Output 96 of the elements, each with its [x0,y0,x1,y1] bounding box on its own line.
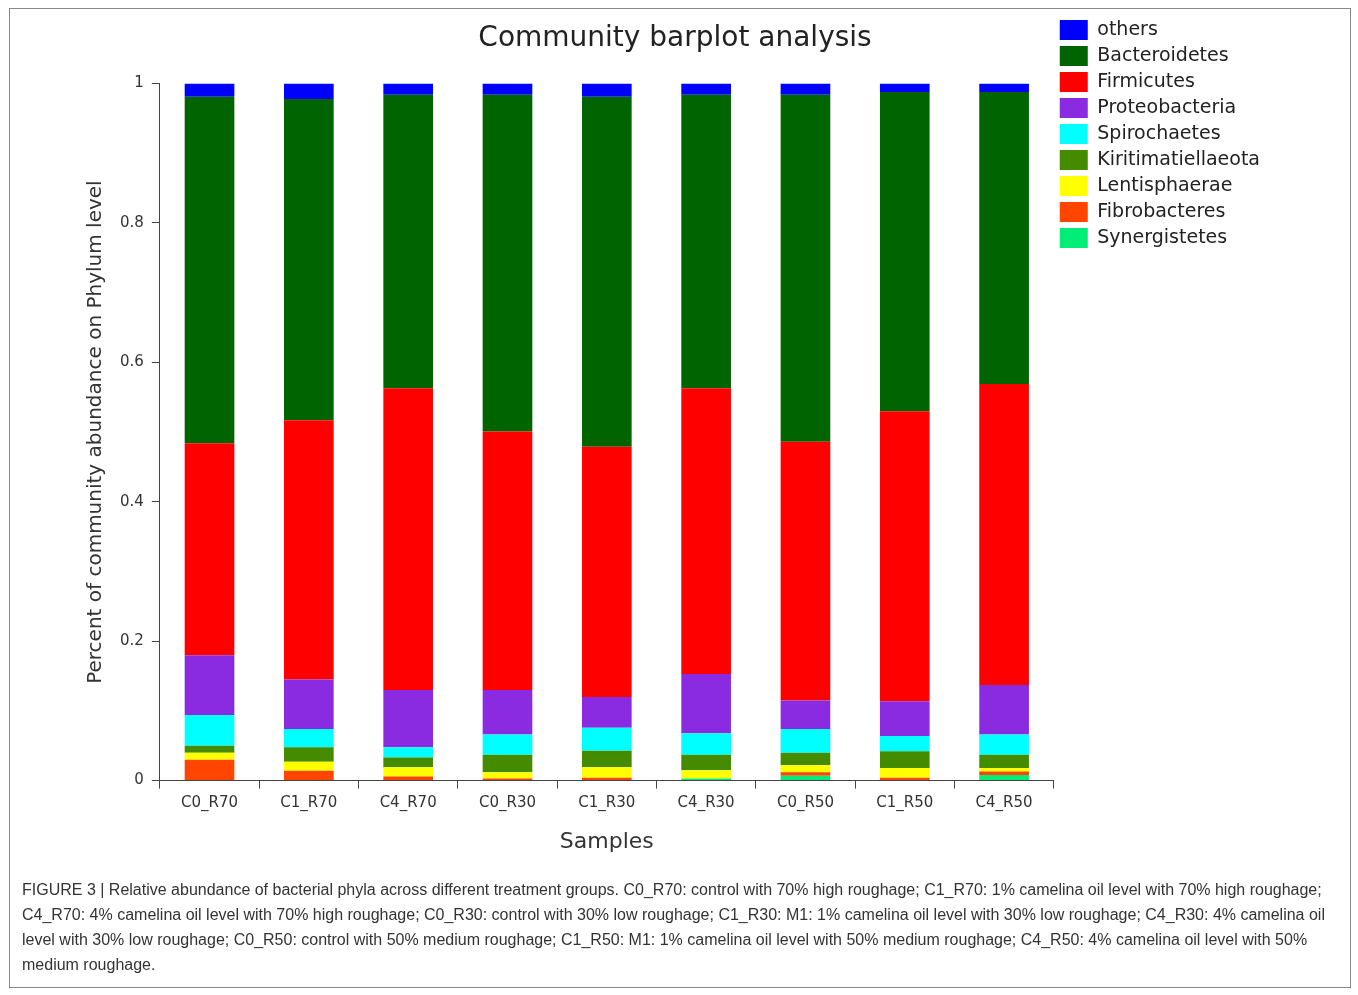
legend-label: Fibrobacteres [1097,198,1226,221]
bar [383,747,433,758]
x-tick-label: C1_R30 [578,793,636,813]
bar [284,770,334,781]
bar [681,388,731,674]
bar [184,715,235,746]
bar [581,83,632,97]
bar [184,759,235,781]
bar [879,735,930,752]
bar [780,752,831,766]
y-tick-label: 1 [134,73,144,92]
bar [184,752,235,760]
bar [879,751,930,769]
bar [184,443,235,656]
bar [681,754,731,771]
bar [383,689,433,748]
bar [681,94,731,389]
bar [482,689,533,735]
x-tick-label: C0_R70 [181,793,239,813]
bar [482,734,533,755]
x-tick-label: C4_R50 [975,793,1033,813]
bar [383,94,433,389]
legend-label: Proteobacteria [1097,94,1237,117]
bar [681,733,731,755]
bar [184,96,235,444]
bar [284,420,334,680]
bar [780,765,831,773]
x-tick-label: C1_R50 [876,793,934,813]
legend-label: Kiritimatiellaeota [1097,146,1260,169]
bar [383,757,433,768]
bar [780,772,831,776]
bar [780,775,831,781]
y-tick-label: 0.6 [120,352,144,371]
bar [581,767,632,778]
x-tick-label: C0_R30 [478,793,536,813]
bar [780,83,831,95]
x-tick-label: C4_R30 [677,793,735,813]
legend-label: Lentisphaerae [1097,172,1233,195]
bar [581,750,632,768]
bar [780,441,831,701]
y-tick-label: 0 [134,770,144,789]
bar [383,776,433,781]
bar [581,446,632,697]
y-tick-label: 0.4 [120,491,144,510]
bar [879,701,930,736]
x-tick-label: C0_R50 [776,793,834,813]
bar [879,768,930,778]
bar [284,729,334,748]
bar [879,411,930,702]
bar [979,775,1029,781]
y-tick-label: 0.2 [120,631,144,650]
bar [284,83,334,99]
bar [979,91,1029,385]
x-tick-label: C1_R70 [280,793,338,813]
bar [383,83,433,95]
bar [879,83,930,92]
bar [581,96,632,447]
legend-label: others [1097,16,1158,39]
chart-title: Community barplot analysis [478,20,872,54]
bar [979,83,1029,92]
bar [482,754,533,773]
bar [284,679,334,730]
bar [184,655,235,716]
bar [383,388,433,690]
bar [681,83,731,95]
y-axis-title: Percent of community abundance on Phylum level [82,180,107,684]
legend-label: Bacteroidetes [1097,42,1229,65]
bar [482,83,533,95]
bar [482,94,533,432]
legend-label: Spirochaetes [1097,120,1221,143]
bar [482,772,533,779]
bar [979,384,1029,686]
legend-label: Firmicutes [1097,68,1195,91]
bar [482,431,533,690]
bar [581,696,632,728]
bar [184,745,235,753]
bar [879,91,930,412]
bar [979,734,1029,755]
legend-label: Synergistetes [1097,224,1228,247]
bar [681,770,731,779]
bar [780,700,831,730]
bar [780,94,831,442]
bar [979,754,1029,769]
bar [284,98,334,421]
bar [780,729,831,753]
x-axis-title: Samples [559,827,654,853]
x-tick-label: C4_R70 [379,793,437,813]
bar [284,761,334,771]
bar [284,747,334,762]
caption: FIGURE 3 | Relative abundance of bacterial phyla across different treatment groups. C0_R70: control with 70% high roughage; C1_R70: 1% camelina oil level with 70% high roughage; C4_R70: 4% camelina oil level with 70% high roughage; C0_R30: control with 30% low roughage; C1_R30: M1: 1% camelina oil level with 30% low roughage; C4_R30: 4% camelina oil level with 30% low roughage; C0_R50: control with 50% medium roughage; C1_R50: M1: 1% camelina oil level with 50% medium roughage; C4_R50: 4% camelina oil level with 50% medium roughage. [22,880,1326,975]
bar [979,685,1029,735]
bar [383,767,433,777]
bar [681,673,731,734]
bar [184,83,235,97]
bar [581,727,632,751]
y-tick-label: 0.8 [120,212,144,231]
